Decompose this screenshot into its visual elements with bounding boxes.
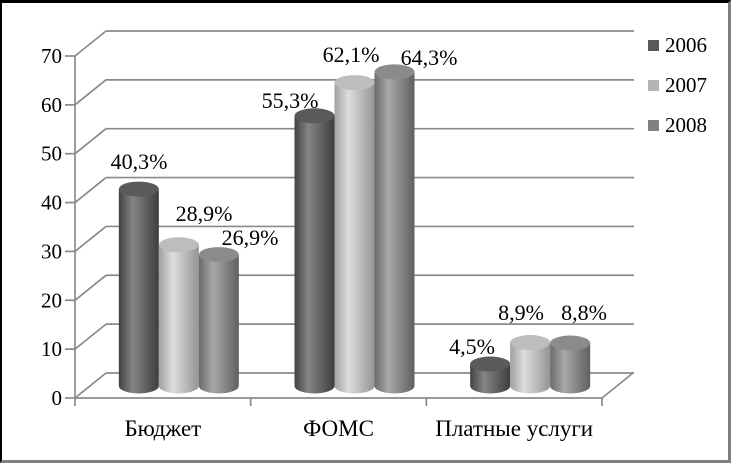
axes-group: [74, 55, 634, 406]
category-labels-group: Бюджет ФОМС Платные услуги: [124, 416, 593, 441]
chart-canvas: 40,3% 28,9%26,9% 55,3%62,1% 64,3% 4,5%8,9% 8,…: [41, 30, 634, 441]
gridline-diagonal: [74, 128, 107, 155]
bar-cylinder-2008-2: [374, 71, 415, 394]
bar-cylinder-2007-2: [334, 82, 375, 394]
gridline-diagonal: [74, 79, 107, 106]
value-label-2007-3: 8,9%: [498, 300, 544, 325]
legend-item-2008: 2008: [648, 112, 707, 137]
legend-item-2007: 2007: [648, 72, 707, 97]
legend-label-2007: 2007: [665, 72, 707, 97]
bar-top-2008-2: [374, 64, 415, 80]
gridline-diagonal: [74, 176, 107, 204]
bar-cylinder-2007-1: [158, 244, 199, 394]
y-axis-label: 10: [41, 337, 62, 361]
category-label-1: Бюджет: [124, 416, 201, 441]
value-label-2008-1: 26,9%: [222, 225, 279, 250]
value-label-2006-1: 40,3%: [111, 149, 168, 174]
gridline-diagonal: [74, 274, 107, 301]
y-axis-label: 50: [41, 142, 62, 166]
y-axis-label: 60: [41, 93, 62, 117]
value-label-2006-2: 55,3%: [262, 88, 319, 113]
bar-top-2006-1: [118, 181, 159, 197]
bar-top-2007-1: [158, 237, 199, 253]
bar-top-2008-3: [550, 335, 591, 351]
value-labels-group: 40,3% 28,9%26,9% 55,3%62,1% 64,3% 4,5%8,9% 8,…: [111, 42, 607, 359]
category-label-2: ФОМС: [303, 416, 374, 441]
legend-label-2006: 2006: [665, 32, 707, 57]
gridline-diagonal: [74, 30, 107, 57]
bar-cylinder-2008-1: [198, 254, 239, 394]
value-label-2007-2: 62,1%: [323, 42, 380, 67]
bar-top-2008-1: [198, 247, 239, 263]
legend: 2006 2007 2008: [648, 32, 707, 137]
bar-cylinder-2008-3: [550, 343, 591, 394]
value-label-2006-3: 4,5%: [449, 334, 495, 359]
category-label-3: Платные услуги: [435, 416, 593, 441]
y-axis-label: 20: [41, 288, 62, 312]
y-axis-label: 30: [41, 239, 62, 263]
bar-cylinder-2007-3: [510, 342, 551, 394]
legend-label-2008: 2008: [665, 112, 707, 137]
legend-swatch-2008: [648, 119, 659, 131]
value-label-2008-2: 64,3%: [401, 45, 458, 70]
bars-group: [118, 64, 591, 394]
gridline-diagonal: [74, 323, 107, 350]
legend-swatch-2007: [648, 79, 659, 91]
legend-item-2006: 2006: [648, 32, 707, 57]
bar-top-2006-2: [294, 108, 335, 124]
bar-top-2007-3: [510, 335, 551, 351]
y-axis-label: 0: [52, 386, 63, 410]
legend-swatch-2006: [648, 39, 659, 51]
bar-cylinder-2006-2: [294, 115, 335, 394]
floor-right-edge: [601, 372, 634, 399]
bar-top-2006-3: [470, 356, 511, 372]
bar-cylinder-2006-1: [118, 189, 159, 394]
y-axis-label: 40: [41, 191, 62, 215]
gridline-diagonal: [74, 372, 107, 399]
y-axis-label: 70: [41, 44, 62, 68]
bar-cylinder-2006-3: [470, 364, 511, 394]
y-axis-labels-group: 0 10 20 30 40 50 60 70: [41, 44, 62, 410]
value-label-2007-1: 28,9%: [176, 201, 233, 226]
bar-top-2007-2: [334, 75, 375, 91]
gridline-diagonal: [74, 225, 107, 253]
value-label-2008-3: 8,8%: [561, 300, 607, 325]
